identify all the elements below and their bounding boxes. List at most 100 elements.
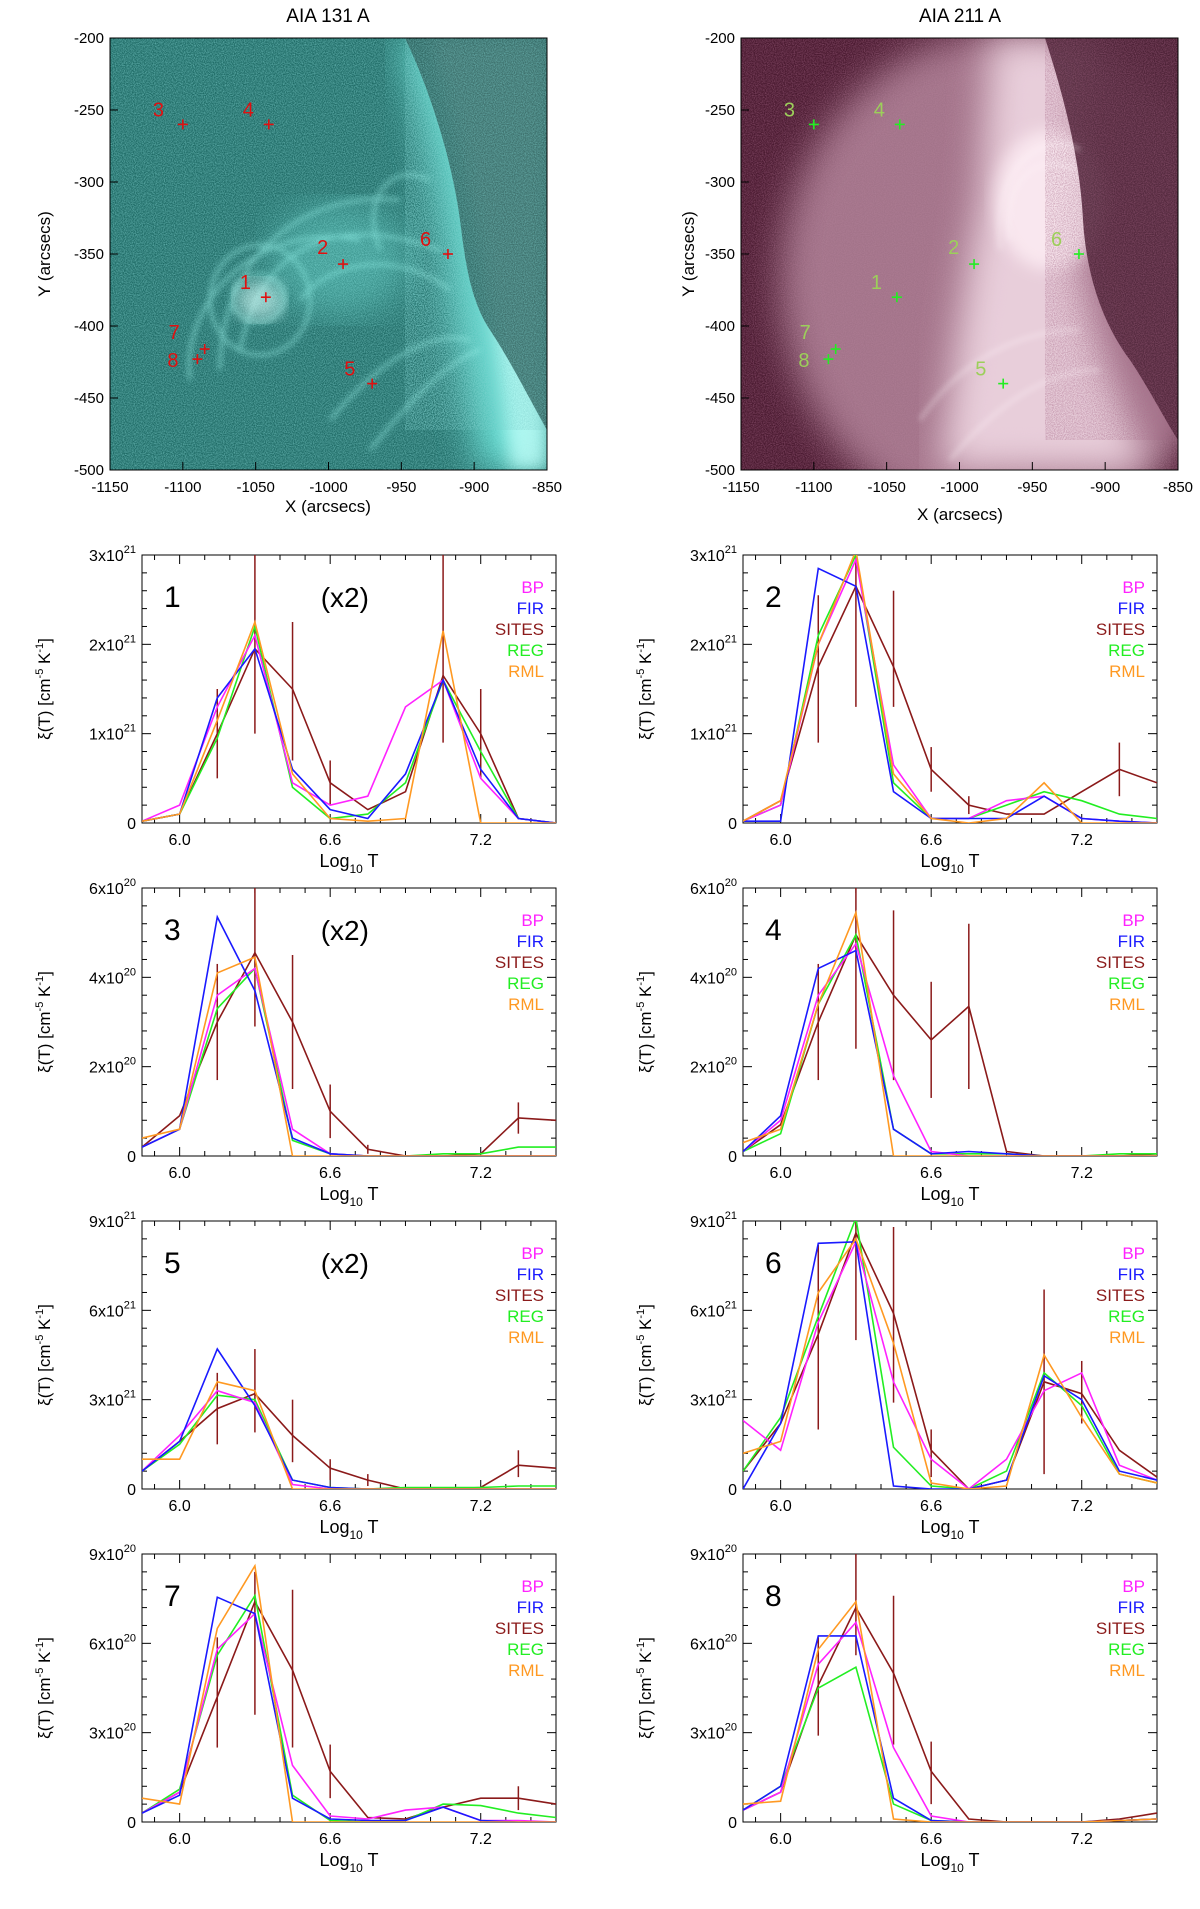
marker-1: 1 — [240, 272, 271, 303]
legend-bp: BP — [1122, 578, 1145, 597]
legend-rml: RML — [1109, 662, 1145, 681]
x-tick-label: 6.6 — [920, 1165, 942, 1182]
marker-6: 6 — [1051, 229, 1084, 259]
series-lines — [142, 1563, 556, 1822]
y-tick-label: -250 — [705, 102, 735, 119]
x-tick-label: -1100 — [795, 479, 832, 496]
marker-label: 7 — [169, 322, 180, 344]
marker-4: 4 — [243, 99, 274, 130]
y-tick-label: 3x1020 — [690, 1722, 737, 1743]
y-axis-label: ξ(T) [cm-5 K-1] — [34, 971, 54, 1073]
marker-1: 1 — [871, 272, 902, 303]
y-tick-label: 3x1021 — [690, 544, 737, 565]
y-tick-label: 6x1020 — [89, 1632, 136, 1653]
x-axis-label: Log10 T — [920, 1517, 979, 1542]
legend-sites: SITES — [1096, 1619, 1145, 1638]
series-reg — [142, 623, 556, 823]
series-sites — [142, 951, 556, 1156]
scale-factor: (x2) — [321, 1248, 369, 1279]
x-tick-label: 7.2 — [470, 832, 492, 849]
y-tick-label: 0 — [728, 1482, 737, 1499]
legend-sites: SITES — [495, 1286, 544, 1305]
legend-bp: BP — [1122, 911, 1145, 930]
y-tick-label: 2x1020 — [89, 1056, 136, 1077]
x-axis-label: Log10 T — [920, 851, 979, 876]
y-tick-label: 3x1021 — [89, 544, 136, 565]
series-reg — [142, 966, 556, 1156]
scale-factor: (x2) — [321, 915, 369, 946]
marker-8: 8 — [167, 350, 203, 372]
dem-panel-3: 6.0 6.6 7.2 0 2x1020 4x1020 6x1020 Log10 T ξ(T) … — [34, 877, 557, 1209]
legend-rml: RML — [508, 662, 544, 681]
marker-3: 3 — [784, 99, 819, 130]
y-tick-label: 3x1021 — [690, 1389, 737, 1410]
series-sites — [142, 1599, 556, 1820]
series-lines — [142, 888, 556, 1156]
y-tick-label: 2x1021 — [690, 633, 737, 654]
y-tick-label: 1x1021 — [89, 723, 136, 744]
x-tick-label: -850 — [1163, 479, 1193, 496]
x-tick-label: -1050 — [867, 479, 905, 496]
y-axis-label: ξ(T) [cm-5 K-1] — [635, 638, 655, 740]
series-sites — [743, 933, 1157, 1156]
legend-rml: RML — [508, 1661, 544, 1680]
y-tick-label: 6x1021 — [690, 1299, 737, 1320]
aia211-image — [741, 38, 1178, 470]
dem-panel-2: 6.0 6.6 7.2 0 1x1021 2x1021 3x1021 Log10 T ξ(T) … — [635, 544, 1158, 876]
x-tick-label: 6.0 — [169, 1831, 191, 1848]
y-tick-label: -400 — [74, 318, 104, 335]
series-reg — [743, 1221, 1157, 1489]
legend-sites: SITES — [495, 953, 544, 972]
marker-5: 5 — [975, 359, 1009, 389]
x-tick-label: 7.2 — [1071, 832, 1093, 849]
y-tick-label: 0 — [127, 816, 136, 833]
y-tick-label: 2x1021 — [89, 633, 136, 654]
series-fir — [142, 1347, 556, 1489]
marker-label: 3 — [784, 99, 795, 121]
y-tick-label: 9x1021 — [690, 1210, 737, 1231]
series-sites — [743, 1230, 1157, 1489]
legend-reg: REG — [1108, 1640, 1145, 1659]
y-axis-label: ξ(T) [cm-5 K-1] — [34, 638, 54, 740]
legend-fir: FIR — [517, 599, 544, 618]
series-fir — [743, 949, 1157, 1156]
y-tick-label: -500 — [74, 462, 104, 479]
x-tick-label: -1000 — [940, 479, 978, 496]
y-axis-label: ξ(T) [cm-5 K-1] — [34, 1304, 54, 1406]
y-tick-label: -500 — [705, 462, 735, 479]
series-fir — [743, 567, 1157, 823]
series-bp — [142, 1389, 556, 1489]
legend-fir: FIR — [1118, 1598, 1145, 1617]
x-tick-label: -1000 — [309, 479, 347, 496]
legend-reg: REG — [1108, 641, 1145, 660]
legend-sites: SITES — [1096, 620, 1145, 639]
series-reg — [743, 555, 1157, 822]
x-tick-label: 7.2 — [470, 1831, 492, 1848]
marker-3: 3 — [153, 99, 188, 130]
series-rml — [142, 1380, 556, 1489]
x-tick-label: -1150 — [722, 479, 759, 496]
y-tick-label: 0 — [127, 1815, 136, 1832]
x-tick-label: 7.2 — [1071, 1498, 1093, 1515]
aia131-xlabel: X (arcsecs) — [285, 497, 371, 516]
legend-bp: BP — [1122, 1244, 1145, 1263]
series-rml — [142, 956, 556, 1156]
legend-sites: SITES — [1096, 1286, 1145, 1305]
panel-number: 1 — [164, 581, 181, 614]
marker-label: 1 — [240, 272, 251, 294]
legend-reg: REG — [1108, 974, 1145, 993]
x-tick-label: 6.0 — [770, 1498, 792, 1515]
marker-label: 7 — [800, 322, 811, 344]
legend-rml: RML — [1109, 1661, 1145, 1680]
y-tick-label: -200 — [705, 30, 735, 47]
series-bp — [142, 967, 556, 1156]
series-rml — [743, 909, 1157, 1156]
dem-panel-4: 6.0 6.6 7.2 0 2x1020 4x1020 6x1020 Log10 T ξ(T) … — [635, 877, 1158, 1209]
marker-7: 7 — [800, 322, 841, 355]
x-tick-label: 6.0 — [169, 832, 191, 849]
y-tick-label: -250 — [74, 102, 104, 119]
dem-panels: 6.0 6.6 7.2 0 1x1021 2x1021 3x1021 Log10 T ξ(T) … — [34, 544, 1158, 1875]
series-sites — [743, 1605, 1157, 1822]
marker-label: 1 — [871, 272, 882, 294]
x-tick-label: 6.6 — [319, 1831, 341, 1848]
